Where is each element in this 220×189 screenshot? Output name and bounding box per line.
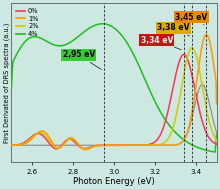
X-axis label: Photon Energy (eV): Photon Energy (eV): [73, 177, 155, 186]
Text: 3,38 eV: 3,38 eV: [157, 23, 189, 36]
Legend: 0%, 1%, 2%, 4%: 0%, 1%, 2%, 4%: [15, 7, 40, 39]
Text: 2,95 eV: 2,95 eV: [63, 50, 101, 70]
Text: 3,34 eV: 3,34 eV: [141, 36, 181, 50]
Text: 3,45 eV: 3,45 eV: [176, 13, 208, 25]
Y-axis label: First Derivated of DRS spectra (a.u.): First Derivated of DRS spectra (a.u.): [4, 22, 10, 143]
